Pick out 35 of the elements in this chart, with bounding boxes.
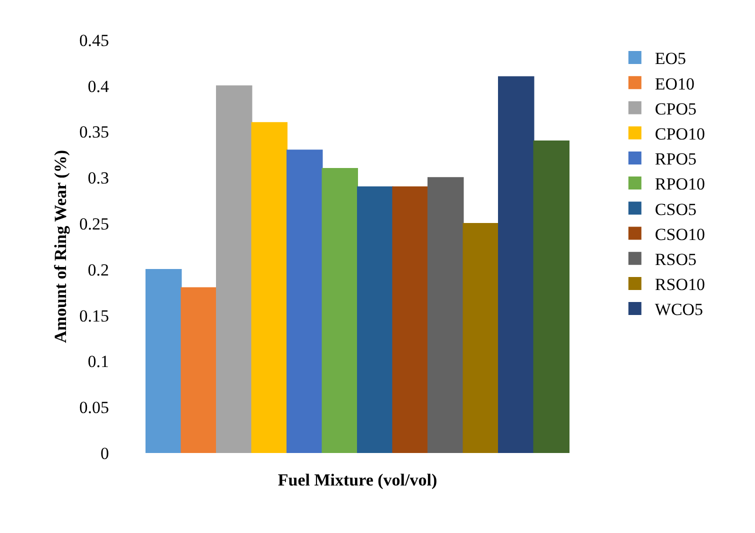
legend-label: RPO10 (654, 174, 705, 194)
legend-label: RPO5 (654, 150, 696, 169)
bar (146, 268, 182, 453)
legend-label: RSO10 (654, 275, 705, 294)
bar (286, 150, 323, 453)
y-tick-label: 0.15 (79, 306, 109, 326)
bar (251, 122, 288, 453)
x-axis-title: Fuel Mixture (vol/vol) (278, 470, 438, 490)
bar (428, 177, 464, 453)
legend-label: RSO5 (654, 250, 696, 269)
y-tick-label: 0.45 (79, 30, 109, 50)
y-tick-label: 0.25 (79, 214, 109, 234)
legend-label: CSO5 (654, 200, 696, 219)
y-tick-label: 0.1 (88, 352, 109, 372)
y-tick-label: 0 (100, 444, 109, 463)
bar (462, 223, 499, 453)
legend-label: WCO5 (654, 300, 704, 320)
bar (180, 287, 217, 453)
y-tick-label: 0.2 (88, 260, 109, 280)
y-tick-label: 0.05 (79, 398, 109, 418)
y-tick-label: 0.35 (79, 122, 109, 142)
legend-label: CSO10 (654, 224, 705, 244)
legend-label: CPO5 (654, 99, 696, 118)
bar (322, 168, 358, 453)
legend-label: EO5 (654, 49, 686, 68)
bar (216, 85, 252, 453)
y-axis-title: Amount of Ring Wear (%) (51, 150, 70, 343)
bar (392, 186, 428, 453)
y-tick-label: 0.4 (88, 76, 110, 96)
legend-label: CPO10 (654, 124, 705, 144)
bar (498, 76, 534, 453)
legend-label: EO10 (654, 74, 695, 94)
bar (357, 186, 394, 453)
bar (533, 140, 570, 453)
y-tick-label: 0.3 (88, 168, 109, 188)
